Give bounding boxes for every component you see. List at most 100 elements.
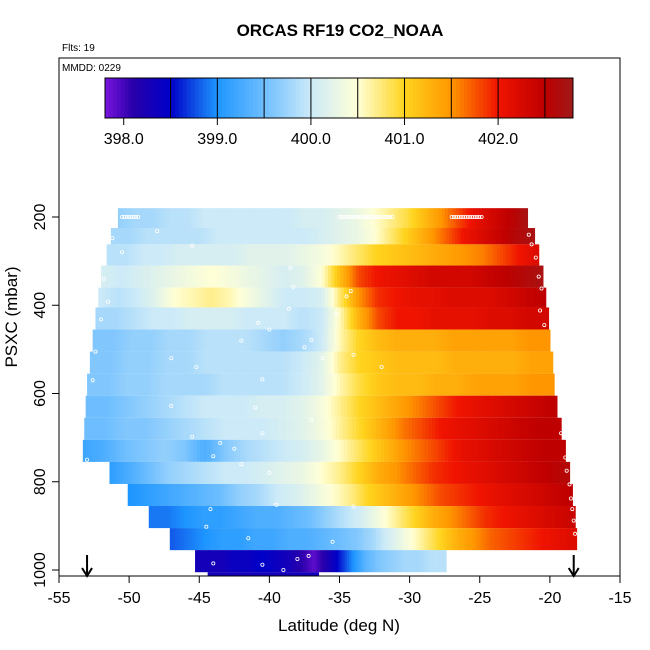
heatmap-cell-row-14: [483, 506, 487, 529]
heatmap-cell-row-6: [118, 329, 122, 352]
heatmap-cell-row-10: [494, 417, 499, 440]
heatmap-cell-row-17: [301, 572, 304, 576]
heatmap-cell-row-14: [524, 506, 529, 529]
heatmap-cell-row-10: [319, 417, 324, 440]
heatmap-cell-row-16: [232, 550, 236, 573]
heatmap-cell-row-9: [324, 395, 329, 418]
heatmap-cell-row-8: [550, 373, 555, 396]
heatmap-cell-row-0: [231, 208, 236, 229]
heatmap-cell-row-15: [573, 528, 578, 551]
heatmap-cell-row-12: [109, 461, 114, 484]
heatmap-cell-row-12: [543, 461, 548, 484]
heatmap-cell-row-16: [199, 550, 203, 573]
heatmap-cell-row-17: [246, 572, 249, 576]
heatmap-cell-row-16: [313, 550, 317, 573]
heatmap-cell-row-6: [276, 329, 281, 352]
heatmap-cell-row-15: [223, 528, 227, 551]
heatmap-cell-row-5: [441, 307, 446, 330]
heatmap-cell-row-1: [493, 228, 497, 245]
heatmap-cell-row-8: [113, 373, 117, 396]
heatmap-cell-row-2: [154, 244, 159, 266]
heatmap-cell-row-1: [169, 228, 174, 245]
heatmap-cell-row-15: [474, 528, 479, 551]
heatmap-cell-row-6: [108, 329, 113, 352]
heatmap-cell-row-9: [311, 395, 316, 418]
heatmap-cell-row-13: [448, 483, 453, 507]
heatmap-cell-row-1: [296, 228, 300, 245]
heatmap-cell-row-5: [485, 307, 490, 330]
heatmap-cell-row-5: [309, 307, 314, 330]
heatmap-cell-row-4: [331, 287, 335, 308]
heatmap-cell-row-12: [371, 461, 376, 484]
heatmap-cell-row-0: [493, 208, 497, 229]
colorbar-swatch: [389, 78, 395, 118]
heatmap-cell-row-11: [307, 439, 312, 462]
heatmap-cell-row-0: [507, 208, 511, 229]
heatmap-cell-row-0: [422, 208, 426, 229]
colorbar-swatch: [116, 78, 122, 118]
heatmap-cell-row-6: [416, 329, 421, 352]
heatmap-cell-row-1: [410, 228, 415, 245]
heatmap-cell-row-12: [304, 461, 309, 484]
heatmap-cell-row-0: [521, 208, 526, 229]
heatmap-cell-row-13: [556, 483, 561, 507]
heatmap-cell-row-9: [232, 395, 237, 418]
heatmap-cell-row-1: [481, 228, 486, 245]
heatmap-cell-row-13: [245, 483, 249, 507]
heatmap-cell-row-1: [216, 228, 221, 245]
heatmap-cell-row-12: [333, 461, 337, 484]
heatmap-cell-row-10: [269, 417, 274, 440]
heatmap-cell-row-7: [128, 351, 133, 374]
heatmap-cell-row-2: [523, 244, 528, 266]
heatmap-cell-row-8: [96, 373, 101, 396]
heatmap-cell-row-0: [191, 208, 196, 229]
sample-marker: [353, 214, 358, 219]
heatmap-cell-row-1: [225, 228, 230, 245]
heatmap-cell-row-4: [169, 287, 174, 308]
heatmap-cell-row-14: [539, 506, 544, 529]
heatmap-cell-row-16: [203, 550, 207, 573]
heatmap-cell-row-16: [391, 550, 394, 573]
heatmap-cell-row-13: [217, 483, 221, 507]
heatmap-cell-row-15: [330, 528, 335, 551]
heatmap-cell-row-1: [231, 228, 236, 245]
heatmap-cell-row-4: [381, 287, 385, 308]
heatmap-cell-row-13: [251, 483, 255, 507]
heatmap-cell-row-14: [486, 506, 490, 529]
heatmap-cell-row-2: [298, 244, 303, 266]
heatmap-cell-row-0: [149, 208, 153, 229]
colorbar-swatch: [198, 78, 203, 118]
heatmap-cell-row-4: [275, 287, 280, 308]
heatmap-cell-row-15: [375, 528, 380, 551]
heatmap-cell-row-2: [139, 244, 144, 266]
heatmap-cell-row-1: [310, 228, 315, 245]
heatmap-cell-row-11: [92, 439, 97, 462]
heatmap-cell-row-2: [307, 244, 312, 266]
heatmap-cell-row-9: [389, 395, 394, 418]
heatmap-cell-row-13: [368, 483, 373, 507]
heatmap-cell-row-11: [394, 439, 399, 462]
heatmap-cell-row-14: [385, 506, 390, 529]
heatmap-cell-row-11: [129, 439, 134, 462]
heatmap-cell-row-15: [311, 528, 315, 551]
heatmap-cell-row-3: [202, 265, 206, 288]
heatmap-cell-row-4: [123, 287, 127, 308]
heatmap-cell-row-10: [537, 417, 542, 440]
heatmap-cell-row-11: [119, 439, 124, 462]
heatmap-cell-row-10: [137, 417, 142, 440]
heatmap-cell-row-17: [269, 572, 273, 576]
colorbar-swatch: [502, 78, 508, 118]
heatmap-cell-row-2: [370, 244, 375, 266]
heatmap-cell-row-4: [290, 287, 295, 308]
heatmap-cell-row-12: [358, 461, 363, 484]
heatmap-cell-row-15: [486, 528, 490, 551]
heatmap-cell-row-1: [319, 228, 324, 245]
heatmap-cell-row-8: [138, 373, 143, 396]
heatmap-cell-row-10: [249, 417, 254, 440]
heatmap-cell-row-7: [134, 351, 139, 374]
heatmap-cell-row-1: [243, 228, 247, 245]
heatmap-cell-row-8: [414, 373, 419, 396]
heatmap-cell-row-16: [353, 550, 357, 573]
heatmap-cell-row-15: [359, 528, 363, 551]
heatmap-cell-row-2: [397, 244, 402, 266]
